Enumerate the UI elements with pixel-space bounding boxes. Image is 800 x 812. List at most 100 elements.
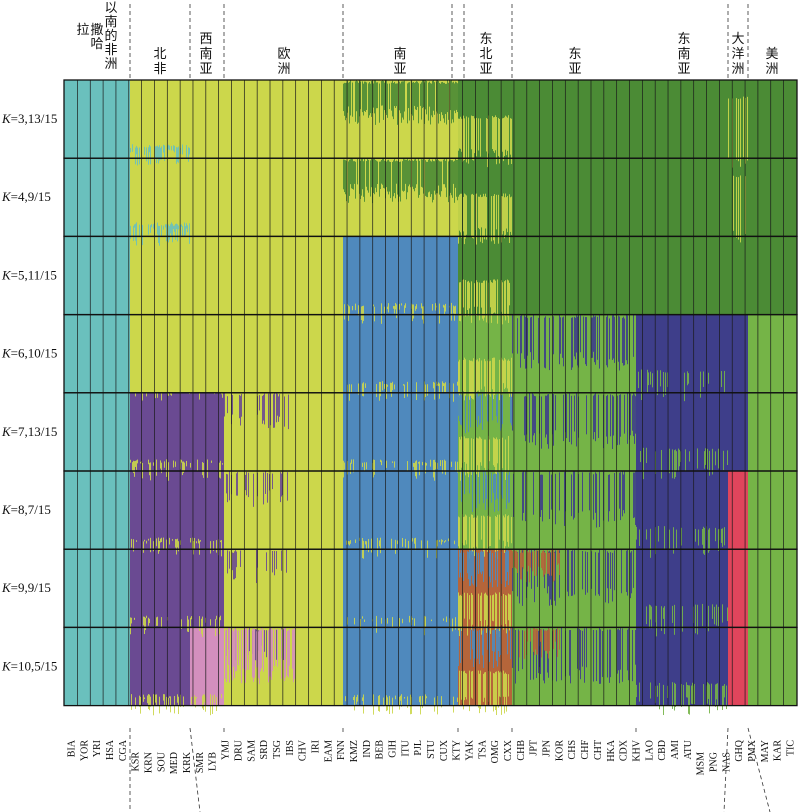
admixture-strip <box>182 144 183 155</box>
admixture-strip <box>144 146 145 155</box>
admixture-strip <box>493 117 494 152</box>
admixture-strip <box>511 196 512 235</box>
admixture-strip <box>453 696 454 713</box>
admixture-strip <box>355 303 356 311</box>
admixture-strip <box>614 550 615 591</box>
admixture-strip <box>493 673 494 712</box>
admixture-strip <box>421 82 422 120</box>
admixture-strip <box>496 194 497 230</box>
admixture-strip <box>361 306 362 320</box>
admixture-strip <box>549 629 550 651</box>
admixture-strip <box>445 540 446 542</box>
admixture-strip <box>464 118 465 160</box>
admixture-strip <box>492 595 493 621</box>
admixture-strip <box>407 461 408 472</box>
admixture-strip <box>522 630 523 670</box>
admixture-strip <box>599 315 600 369</box>
admixture-strip <box>510 197 511 232</box>
admixture-strip <box>493 195 494 241</box>
admixture-strip <box>381 160 382 184</box>
admixture-strip <box>403 81 404 120</box>
admixture-strip <box>379 83 380 123</box>
admixture-strip <box>360 619 361 630</box>
admixture-strip <box>461 395 462 426</box>
admixture-strip <box>197 383 198 390</box>
admixture-strip <box>635 471 636 526</box>
admixture-strip <box>473 517 474 548</box>
admixture-strip <box>465 438 466 476</box>
admixture-strip <box>700 371 701 398</box>
admixture-strip <box>351 384 352 394</box>
region-char: 美 <box>765 47 778 62</box>
admixture-strip <box>391 538 392 550</box>
population-label: SRD <box>259 740 270 759</box>
admixture-strip <box>473 630 474 667</box>
admixture-strip <box>519 549 520 604</box>
admixture-strip <box>393 305 394 309</box>
admixture-strip <box>400 83 401 114</box>
admixture-strip <box>527 550 528 572</box>
admixture-strip <box>723 450 724 471</box>
admixture-strip <box>448 538 449 542</box>
admixture-strip <box>401 303 402 306</box>
admixture-strip <box>158 225 159 244</box>
region-block <box>636 158 728 237</box>
admixture-strip <box>188 147 189 162</box>
admixture-strip <box>473 358 474 400</box>
admixture-strip <box>484 358 485 387</box>
admixture-strip <box>374 158 375 195</box>
admixture-strip <box>369 82 370 116</box>
region-char: 亚 <box>479 62 492 77</box>
admixture-strip <box>277 629 278 667</box>
admixture-strip <box>582 550 583 590</box>
admixture-strip <box>691 685 692 704</box>
admixture-strip <box>576 392 577 447</box>
admixture-strip <box>269 628 270 677</box>
admixture-strip <box>412 160 413 187</box>
admixture-strip <box>236 551 237 568</box>
admixture-strip <box>473 438 474 471</box>
admixture-strip <box>663 607 664 619</box>
region-block <box>224 549 343 628</box>
admixture-strip <box>444 383 445 393</box>
admixture-strip <box>197 305 198 322</box>
admixture-strip <box>740 98 741 167</box>
admixture-strip <box>277 393 278 416</box>
admixture-strip <box>131 617 132 624</box>
admixture-strip <box>465 194 466 239</box>
admixture-strip <box>607 551 608 589</box>
region-char: 的 <box>104 28 117 44</box>
admixture-strip <box>166 459 167 477</box>
admixture-strip <box>482 630 483 656</box>
admixture-strip <box>564 471 565 526</box>
admixture-strip <box>148 538 149 541</box>
admixture-strip <box>190 617 191 627</box>
admixture-strip <box>510 594 511 628</box>
admixture-strip <box>443 304 444 308</box>
admixture-strip <box>619 630 620 684</box>
admixture-strip <box>455 617 456 630</box>
admixture-strip <box>681 527 682 546</box>
admixture-strip <box>531 549 532 589</box>
admixture-strip <box>641 369 642 401</box>
admixture-strip <box>481 438 482 466</box>
admixture-strip <box>493 629 494 669</box>
admixture-strip <box>520 315 521 368</box>
admixture-strip <box>440 460 441 467</box>
admixture-strip <box>507 516 508 542</box>
admixture-strip <box>143 541 144 553</box>
admixture-strip <box>478 361 479 391</box>
admixture-strip <box>355 539 356 543</box>
region-label: 东北亚 <box>479 32 492 77</box>
admixture-strip <box>354 161 355 184</box>
admixture-strip <box>160 460 161 469</box>
admixture-strip <box>469 516 470 559</box>
admixture-strip <box>555 629 556 642</box>
admixture-strip <box>618 628 619 671</box>
admixture-strip <box>382 381 383 391</box>
region-char: 南 <box>393 46 406 62</box>
admixture-strip <box>430 459 431 467</box>
admixture-strip <box>460 628 461 663</box>
admixture-strip <box>482 196 483 244</box>
